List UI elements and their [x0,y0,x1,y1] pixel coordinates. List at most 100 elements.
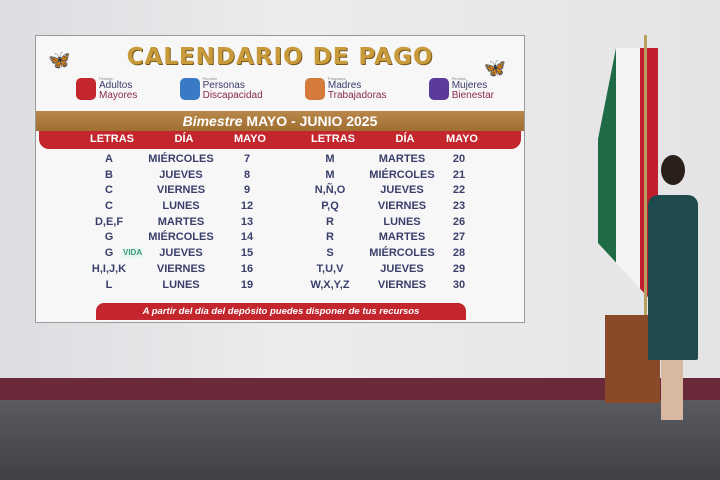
table-cell: VIERNES [377,200,427,213]
head [661,155,685,185]
table-cell: P,Q [321,200,339,213]
program-kicker: Programa [327,76,346,81]
table-cell: 9 [243,184,251,197]
stage-floor [0,400,720,480]
period-prefix: Bimestre [182,113,243,129]
program-logo: Pensión Adultos Mayores [76,76,137,101]
table-cell: MARTES [378,153,426,165]
table-cell: JUEVES [159,168,203,181]
program-kicker: Pensión [451,76,467,81]
period-band: Bimestre MAYO - JUNIO 2025 [36,111,524,131]
table-cell: 14 [240,231,254,244]
program-logo: Pensión Mujeres Bienestar [428,76,494,101]
program-logo: Pensión Personas Discapacidad [179,76,263,101]
table-row: C VIERNES 9 N,Ñ,O JUEVES 22 [36,184,524,200]
program-label: Pensión Adultos Mayores [99,76,137,101]
table-cell: MIÉRCOLES [148,153,214,165]
column-header: DÍA [395,133,415,145]
column-header: LETRAS [90,133,134,145]
table-cell: JUEVES [380,262,424,275]
table-cell: T,U,V [316,262,344,275]
table-cell: VIERNES [156,262,206,275]
table-cell: N,Ñ,O [314,184,346,197]
table-cell: C [105,200,113,213]
table-row: D,E,F MARTES 13 R LUNES 26 [36,216,524,232]
table-cell: 16 [240,262,254,275]
program-kicker: Pensión [99,76,114,81]
table-cell: W,X,Y,Z [310,278,350,291]
table-cell: MIÉRCOLES [369,247,435,260]
program-name-2: Discapacidad [202,90,263,101]
program-label: Pensión Mujeres Bienestar [452,76,494,101]
program-icon [428,77,449,100]
program-name-2: Mayores [99,90,138,101]
table-cell: M [325,168,335,181]
table-cell: 13 [240,215,254,228]
table-cell: 19 [240,278,254,291]
table-cell: 28 [452,247,466,260]
table-cell: LUNES [162,278,200,291]
butterfly-icon: 🦋 [48,50,71,70]
butterfly-icon: 🦋 [483,58,506,78]
table-cell: L [105,278,113,291]
table-row: C LUNES 12 P,Q VIERNES 23 [36,200,524,216]
table-cell: 22 [452,184,466,197]
table-cell: S [326,247,334,260]
table-cell: JUEVES [159,247,203,260]
program-icon [179,77,200,100]
stage-baseboard [0,378,720,400]
table-cell: 23 [452,200,466,213]
dress [648,195,698,360]
program-name-1: Adultos [99,80,133,91]
program-icon [76,77,96,100]
table-cell: VIERNES [377,278,427,291]
table-cell: 20 [452,153,466,165]
table-cell: G [104,231,114,244]
table-cell: R [326,231,334,244]
display-screen: 🦋 🦋 CALENDARIO DE PAGO Pensión Adultos May… [35,35,525,323]
table-cell: M [325,153,335,165]
table-cell: A [105,153,113,165]
program-logo: Programa Madres Trabajadoras [304,76,386,101]
column-header: MAYO [234,133,266,145]
table-cell: VIERNES [156,184,206,197]
program-icon [304,77,325,100]
period: MAYO - JUNIO 2025 [246,113,378,129]
table-cell: C [105,184,113,197]
program-name-2: Bienestar [451,90,494,101]
program-kicker: Pensión [202,76,218,81]
table-cell: R [326,215,334,228]
table-cell: 27 [452,231,466,244]
footer-note: A partir del día del depósito puedes dis… [96,303,466,320]
table-row: A MIÉRCOLES 7 M MARTES 20 [36,153,524,169]
table-cell: MIÉRCOLES [369,168,435,181]
column-header: MAYO [446,133,478,145]
program-name-1: Madres [327,80,362,91]
table-cell: 12 [240,200,254,213]
table-header: LETRAS DÍA MAYO LETRAS DÍA MAYO [39,131,521,149]
table-cell: MIÉRCOLES [148,231,214,244]
table-cell: LUNES [162,200,200,213]
table-cell: MARTES [378,231,426,244]
table-cell: 26 [452,215,466,228]
program-name-1: Personas [202,80,245,91]
table-cell: H,I,J,K [91,262,127,275]
flagpole [644,35,647,335]
table-cell: 7 [243,153,251,165]
table-cell: MARTES [157,215,205,228]
calendar-title: CALENDARIO DE PAGO [126,44,434,70]
table-cell: G [104,247,114,260]
table-row: G MIÉRCOLES 14 R MARTES 27 [36,231,524,247]
program-label: Pensión Personas Discapacidad [203,76,263,101]
table-cell: B [105,168,113,181]
table-cell: JUEVES [380,184,424,197]
table-cell: 15 [240,247,254,260]
table-row: L LUNES 19 W,X,Y,Z VIERNES 30 [36,279,524,295]
table-row: B JUEVES 8 M MIÉRCOLES 21 [36,169,524,185]
table-cell: 29 [452,262,466,275]
table-cell: 21 [452,168,466,181]
legs [661,360,683,420]
table-row: G JUEVES 15 S MIÉRCOLES 28 [36,247,524,263]
column-header: DÍA [174,133,194,145]
column-header: LETRAS [311,133,355,145]
